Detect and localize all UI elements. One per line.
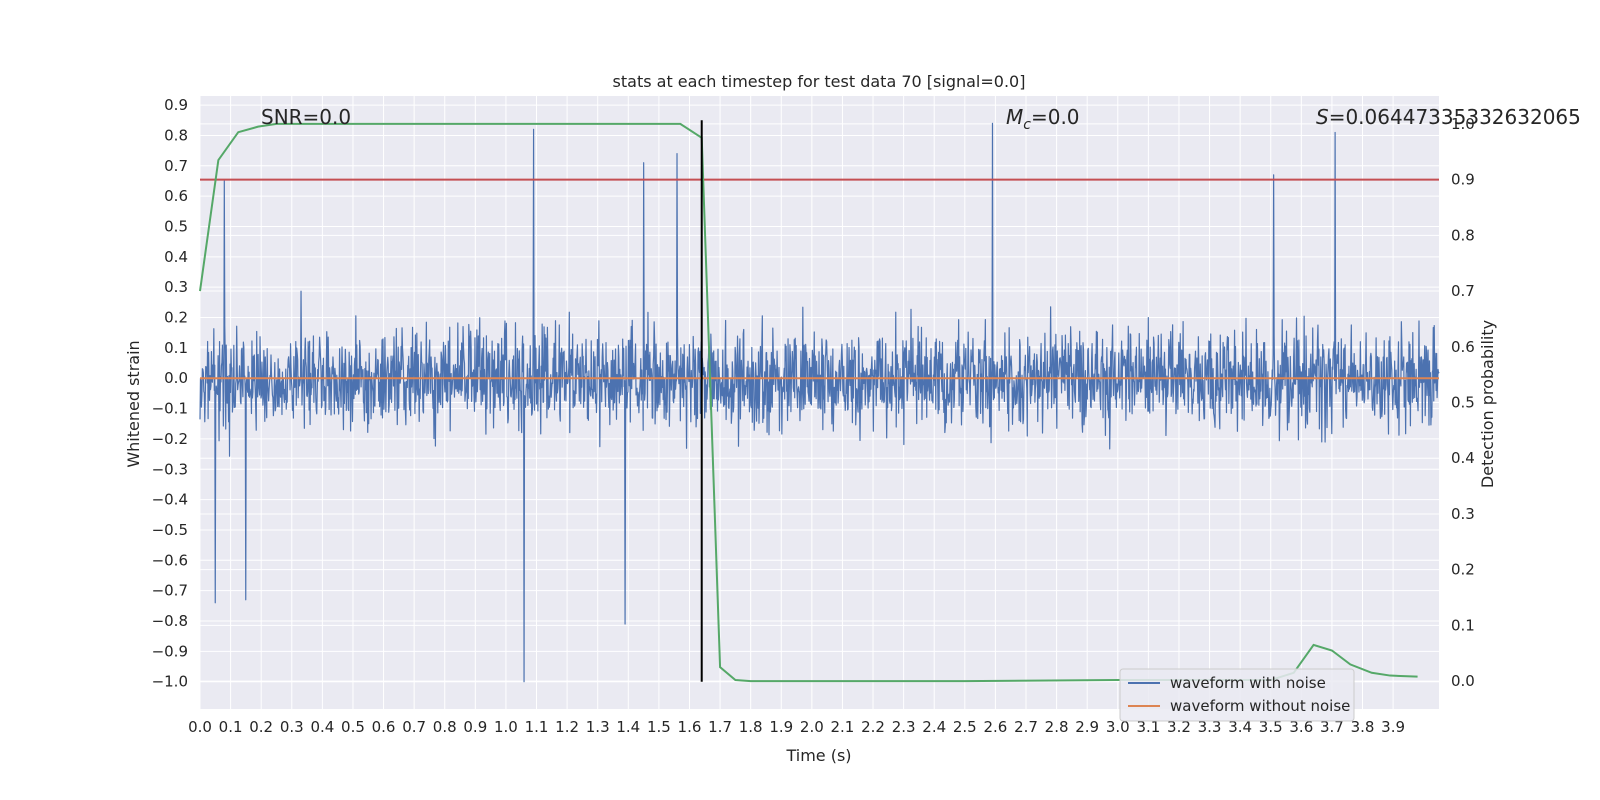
x-tick-label: 1.5 (647, 718, 671, 736)
x-tick-label: 0.0 (188, 718, 212, 736)
y-left-tick-label: 0.5 (164, 217, 188, 235)
s-annotation: S=0.06447335332632065 (1316, 105, 1581, 129)
y-left-tick-label: −0.2 (152, 430, 188, 448)
y-left-tick-label: −0.7 (152, 582, 188, 600)
x-tick-label: 1.7 (708, 718, 732, 736)
y-right-tick-label: 0.6 (1451, 338, 1475, 356)
x-tick-label: 1.4 (616, 718, 640, 736)
x-tick-label: 1.6 (678, 718, 702, 736)
x-tick-label: 3.2 (1167, 718, 1191, 736)
snr-annotation: SNR=0.0 (261, 105, 351, 129)
y-left-tick-label: 0.9 (164, 96, 188, 114)
y-right-tick-label: 0.8 (1451, 226, 1475, 244)
y-right-tick-label: 0.4 (1451, 449, 1475, 467)
x-tick-label: 0.6 (372, 718, 396, 736)
x-tick-label: 2.9 (1075, 718, 1099, 736)
x-tick-label: 0.5 (341, 718, 365, 736)
ticks: 0.0 0.1 0.2 0.3 0.4 0.5 0.6 0.7 0.8 0.9 1.0 1.1 1.2 1… (152, 96, 1475, 736)
y-left-tick-label: 0.8 (164, 126, 188, 144)
y-right-tick-label: 0.3 (1451, 505, 1475, 523)
x-tick-label: 0.7 (402, 718, 426, 736)
x-tick-label: 3.8 (1351, 718, 1375, 736)
lines-layer (199, 120, 1439, 683)
y-left-tick-label: −0.9 (152, 642, 188, 660)
y-left-tick-label: −0.1 (152, 400, 188, 418)
x-tick-label: 0.8 (433, 718, 457, 736)
x-tick-label: 3.7 (1320, 718, 1344, 736)
y-axis-label-right: Detection probability (1478, 320, 1497, 488)
y-left-tick-label: 0.1 (164, 339, 188, 357)
x-tick-label: 2.7 (1014, 718, 1038, 736)
y-right-tick-label: 0.5 (1451, 394, 1475, 412)
y-right-tick-label: 0.2 (1451, 561, 1475, 579)
y-right-tick-label: 0.0 (1451, 672, 1475, 690)
x-axis-label: Time (s) (785, 746, 851, 765)
waveform-with-noise-series (199, 122, 1440, 683)
y-right-tick-label: 0.9 (1451, 171, 1475, 189)
x-tick-label: 1.2 (555, 718, 579, 736)
y-left-tick-label: 0.0 (164, 369, 188, 387)
mc-value: =0.0 (1031, 105, 1080, 129)
mc-annotation: Mc=0.0 (1006, 105, 1080, 133)
x-tick-label: 2.0 (800, 718, 824, 736)
x-tick-label: 0.9 (463, 718, 487, 736)
x-tick-label: 1.1 (525, 718, 549, 736)
x-tick-label: 3.4 (1228, 718, 1252, 736)
x-tick-label: 3.5 (1259, 718, 1283, 736)
y-left-tick-label: −0.8 (152, 612, 188, 630)
x-tick-label: 0.2 (249, 718, 273, 736)
y-right-tick-label: 0.1 (1451, 616, 1475, 634)
waveform-with-noise-line (199, 122, 1440, 683)
y-left-tick-label: −0.5 (152, 521, 188, 539)
y-axis-label-left: Whitened strain (124, 340, 143, 467)
legend-box (1119, 668, 1355, 722)
x-tick-label: 0.3 (280, 718, 304, 736)
y-left-tick-label: −0.3 (152, 460, 188, 478)
y-left-tick-label: 0.4 (164, 248, 188, 266)
s-value: =0.06447335332632065 (1329, 105, 1581, 129)
y-left-tick-label: −1.0 (152, 673, 188, 691)
x-tick-label: 3.6 (1289, 718, 1313, 736)
y-left-tick-label: −0.4 (152, 491, 188, 509)
x-tick-label: 3.9 (1381, 718, 1405, 736)
x-tick-label: 2.3 (892, 718, 916, 736)
x-tick-label: 0.1 (219, 718, 243, 736)
x-tick-label: 1.9 (769, 718, 793, 736)
detection-probability-line (199, 122, 1418, 683)
y-left-tick-label: 0.7 (164, 157, 188, 175)
legend-label-noise: waveform with noise (1170, 674, 1326, 692)
x-tick-label: 3.0 (1106, 718, 1130, 736)
legend-label-clean: waveform without noise (1170, 697, 1350, 715)
x-tick-label: 3.3 (1198, 718, 1222, 736)
chart-title: stats at each timestep for test data 70 … (613, 72, 1026, 91)
x-tick-label: 2.5 (953, 718, 977, 736)
x-tick-label: 2.2 (861, 718, 885, 736)
x-tick-label: 1.3 (586, 718, 610, 736)
x-tick-label: 2.1 (831, 718, 855, 736)
x-tick-label: 3.1 (1136, 718, 1160, 736)
y-right-tick-label: 1.0 (1451, 115, 1475, 133)
mc-symbol: M (1006, 105, 1023, 129)
x-tick-label: 2.4 (922, 718, 946, 736)
y-right-tick-label: 0.7 (1451, 282, 1475, 300)
x-tick-label: 2.8 (1045, 718, 1069, 736)
mc-subscript: c (1023, 117, 1031, 133)
s-symbol: S (1316, 105, 1329, 129)
y-left-tick-label: 0.3 (164, 278, 188, 296)
legend: waveform with noise waveform without noi… (1119, 668, 1355, 722)
y-left-tick-label: −0.6 (152, 551, 188, 569)
x-tick-label: 1.0 (494, 718, 518, 736)
x-tick-label: 2.6 (983, 718, 1007, 736)
x-tick-label: 1.8 (739, 718, 763, 736)
y-left-tick-label: 0.2 (164, 309, 188, 327)
y-left-tick-label: 0.6 (164, 187, 188, 205)
x-tick-label: 0.4 (310, 718, 334, 736)
